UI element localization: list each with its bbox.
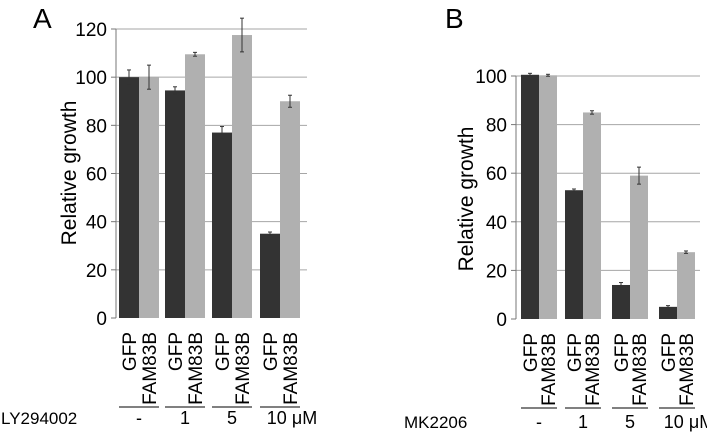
pb-bar-fam83b	[677, 252, 695, 319]
pb-ytick-label: 0	[496, 310, 507, 331]
pb-group-label: 1	[578, 412, 588, 432]
pb-bar-gfp	[521, 74, 539, 319]
pb-group-label: 10 μM	[664, 412, 707, 432]
pa-bar-label: GFP	[213, 332, 234, 371]
pb-bar-fam83b	[583, 112, 601, 319]
panel-a-letter: A	[33, 3, 52, 34]
pb-ytick-label: 20	[486, 261, 507, 282]
pb-ytick-label: 80	[486, 116, 507, 137]
pb-bar-fam83b	[630, 175, 648, 319]
panel-b-drug-label: MK2206	[404, 413, 467, 432]
pb-bar-gfp	[612, 284, 630, 319]
pa-y-axis-label: Relative growth	[58, 101, 81, 246]
pb-bar-label: GFP	[612, 333, 633, 372]
pa-bar-fam83b	[185, 54, 205, 318]
pa-bar-gfp	[119, 77, 139, 319]
pb-bar-gfp	[565, 190, 583, 319]
pa-ytick-label: 120	[75, 20, 107, 41]
pb-bar-label: GFP	[659, 333, 680, 372]
pa-group-label: -	[136, 408, 142, 428]
pa-bar-label: GFP	[120, 332, 141, 371]
pa-bar-gfp	[212, 132, 232, 318]
pa-bar-label: GFP	[261, 332, 282, 371]
pa-group-label: 5	[227, 408, 237, 428]
pb-bar-label: GFP	[565, 333, 586, 372]
pb-y-axis-label: Relative growth	[455, 127, 478, 272]
pa-bar-label: FAM83B	[186, 332, 207, 405]
pa-bar-gfp	[260, 233, 280, 318]
pb-ytick-label: 100	[475, 67, 507, 88]
pb-bar-label: FAM83B	[677, 333, 698, 406]
pa-ytick-label: 80	[86, 116, 107, 137]
pa-ytick-label: 60	[86, 165, 107, 186]
pa-ytick-label: 40	[86, 213, 107, 234]
pb-group-label: -	[536, 412, 542, 432]
pa-group-label: 10 μM	[267, 408, 317, 428]
pa-bar-fam83b	[280, 101, 300, 318]
panel-a: A LY294002 0 20 40 60 80 100 120 Relative growt…	[1, 3, 317, 428]
pa-bar-label: FAM83B	[233, 332, 254, 405]
pb-bar-label: FAM83B	[539, 333, 560, 406]
pa-bar-gfp	[165, 90, 185, 318]
pb-bar-label: GFP	[521, 333, 542, 372]
pa-bar-label: GFP	[166, 332, 187, 371]
pb-ytick-label: 40	[486, 213, 507, 234]
pb-bar-gfp	[659, 306, 677, 319]
pa-bar-label: FAM83B	[140, 332, 161, 405]
pb-bar-fam83b	[539, 75, 557, 320]
pb-bar-label: FAM83B	[630, 333, 651, 406]
pb-group-label: 5	[625, 412, 635, 432]
pa-bar-fam83b	[139, 77, 159, 319]
pb-bar-label: FAM83B	[583, 333, 604, 406]
pa-bar-fam83b	[232, 35, 252, 318]
pa-ytick-label: 100	[75, 68, 107, 89]
pa-bar-label: FAM83B	[281, 332, 302, 405]
panel-a-drug-label: LY294002	[1, 409, 77, 428]
pa-group-label: 1	[180, 408, 190, 428]
panel-b-letter: B	[445, 3, 464, 34]
pa-ytick-label: 20	[86, 261, 107, 282]
pa-ytick-label: 0	[96, 309, 107, 330]
pb-ytick-label: 60	[486, 164, 507, 185]
